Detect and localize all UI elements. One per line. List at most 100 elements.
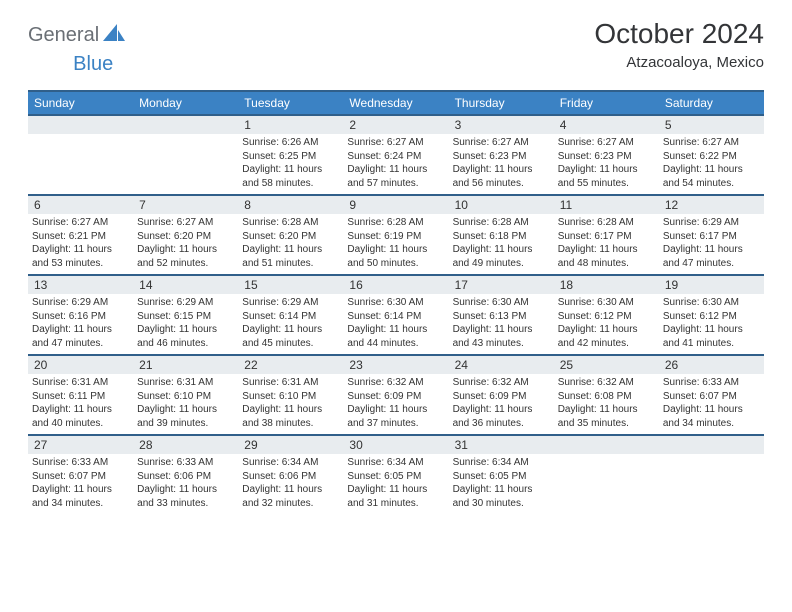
day-number: 5 <box>659 116 764 134</box>
day-cell-23: 23Sunrise: 6:32 AMSunset: 6:09 PMDayligh… <box>343 356 448 434</box>
daylight-text: Daylight: 11 hours and 46 minutes. <box>137 323 234 350</box>
day-number: 17 <box>449 276 554 294</box>
day-body: Sunrise: 6:29 AMSunset: 6:17 PMDaylight:… <box>659 214 764 274</box>
sunrise-text: Sunrise: 6:28 AM <box>558 216 655 230</box>
sunset-text: Sunset: 6:22 PM <box>663 150 760 164</box>
sunrise-text: Sunrise: 6:32 AM <box>558 376 655 390</box>
day-number: 8 <box>238 196 343 214</box>
sunset-text: Sunset: 6:09 PM <box>453 390 550 404</box>
sunrise-text: Sunrise: 6:33 AM <box>663 376 760 390</box>
day-number: 25 <box>554 356 659 374</box>
daylight-text: Daylight: 11 hours and 55 minutes. <box>558 163 655 190</box>
sunrise-text: Sunrise: 6:27 AM <box>453 136 550 150</box>
sunset-text: Sunset: 6:07 PM <box>663 390 760 404</box>
week-row: 1Sunrise: 6:26 AMSunset: 6:25 PMDaylight… <box>28 114 764 194</box>
daylight-text: Daylight: 11 hours and 42 minutes. <box>558 323 655 350</box>
day-cell-26: 26Sunrise: 6:33 AMSunset: 6:07 PMDayligh… <box>659 356 764 434</box>
logo: General <box>28 18 127 47</box>
sunrise-text: Sunrise: 6:32 AM <box>453 376 550 390</box>
day-body: Sunrise: 6:32 AMSunset: 6:09 PMDaylight:… <box>343 374 448 434</box>
day-cell-28: 28Sunrise: 6:33 AMSunset: 6:06 PMDayligh… <box>133 436 238 514</box>
daylight-text: Daylight: 11 hours and 49 minutes. <box>453 243 550 270</box>
daylight-text: Daylight: 11 hours and 32 minutes. <box>242 483 339 510</box>
sunrise-text: Sunrise: 6:27 AM <box>558 136 655 150</box>
daylight-text: Daylight: 11 hours and 47 minutes. <box>663 243 760 270</box>
day-cell-8: 8Sunrise: 6:28 AMSunset: 6:20 PMDaylight… <box>238 196 343 274</box>
day-body: Sunrise: 6:29 AMSunset: 6:14 PMDaylight:… <box>238 294 343 354</box>
weekday-header-row: SundayMondayTuesdayWednesdayThursdayFrid… <box>28 90 764 114</box>
day-number <box>554 436 659 454</box>
day-number: 11 <box>554 196 659 214</box>
day-number: 16 <box>343 276 448 294</box>
weekday-sunday: Sunday <box>28 92 133 114</box>
week-row: 27Sunrise: 6:33 AMSunset: 6:07 PMDayligh… <box>28 434 764 514</box>
daylight-text: Daylight: 11 hours and 36 minutes. <box>453 403 550 430</box>
weekday-thursday: Thursday <box>449 92 554 114</box>
sunset-text: Sunset: 6:08 PM <box>558 390 655 404</box>
day-body: Sunrise: 6:32 AMSunset: 6:08 PMDaylight:… <box>554 374 659 434</box>
day-cell-7: 7Sunrise: 6:27 AMSunset: 6:20 PMDaylight… <box>133 196 238 274</box>
sunrise-text: Sunrise: 6:34 AM <box>242 456 339 470</box>
day-body: Sunrise: 6:28 AMSunset: 6:19 PMDaylight:… <box>343 214 448 274</box>
day-cell-3: 3Sunrise: 6:27 AMSunset: 6:23 PMDaylight… <box>449 116 554 194</box>
day-number: 15 <box>238 276 343 294</box>
sunset-text: Sunset: 6:12 PM <box>558 310 655 324</box>
sunrise-text: Sunrise: 6:32 AM <box>347 376 444 390</box>
daylight-text: Daylight: 11 hours and 56 minutes. <box>453 163 550 190</box>
daylight-text: Daylight: 11 hours and 53 minutes. <box>32 243 129 270</box>
day-body: Sunrise: 6:28 AMSunset: 6:18 PMDaylight:… <box>449 214 554 274</box>
day-body: Sunrise: 6:28 AMSunset: 6:17 PMDaylight:… <box>554 214 659 274</box>
day-number: 9 <box>343 196 448 214</box>
day-number: 14 <box>133 276 238 294</box>
daylight-text: Daylight: 11 hours and 54 minutes. <box>663 163 760 190</box>
location-label: Atzacoaloya, Mexico <box>594 54 764 71</box>
day-body: Sunrise: 6:31 AMSunset: 6:10 PMDaylight:… <box>238 374 343 434</box>
logo-text-general: General <box>28 24 99 47</box>
day-number: 26 <box>659 356 764 374</box>
day-body: Sunrise: 6:33 AMSunset: 6:06 PMDaylight:… <box>133 454 238 514</box>
day-cell-31: 31Sunrise: 6:34 AMSunset: 6:05 PMDayligh… <box>449 436 554 514</box>
day-cell-11: 11Sunrise: 6:28 AMSunset: 6:17 PMDayligh… <box>554 196 659 274</box>
day-body: Sunrise: 6:30 AMSunset: 6:12 PMDaylight:… <box>554 294 659 354</box>
sunset-text: Sunset: 6:14 PM <box>242 310 339 324</box>
sunrise-text: Sunrise: 6:31 AM <box>137 376 234 390</box>
day-cell-9: 9Sunrise: 6:28 AMSunset: 6:19 PMDaylight… <box>343 196 448 274</box>
day-number: 21 <box>133 356 238 374</box>
daylight-text: Daylight: 11 hours and 51 minutes. <box>242 243 339 270</box>
day-body: Sunrise: 6:27 AMSunset: 6:24 PMDaylight:… <box>343 134 448 194</box>
empty-cell <box>133 116 238 194</box>
sunset-text: Sunset: 6:09 PM <box>347 390 444 404</box>
sunset-text: Sunset: 6:18 PM <box>453 230 550 244</box>
sunset-text: Sunset: 6:16 PM <box>32 310 129 324</box>
sunrise-text: Sunrise: 6:27 AM <box>32 216 129 230</box>
day-body: Sunrise: 6:34 AMSunset: 6:05 PMDaylight:… <box>449 454 554 514</box>
day-cell-21: 21Sunrise: 6:31 AMSunset: 6:10 PMDayligh… <box>133 356 238 434</box>
day-number: 19 <box>659 276 764 294</box>
week-row: 20Sunrise: 6:31 AMSunset: 6:11 PMDayligh… <box>28 354 764 434</box>
day-cell-15: 15Sunrise: 6:29 AMSunset: 6:14 PMDayligh… <box>238 276 343 354</box>
day-cell-18: 18Sunrise: 6:30 AMSunset: 6:12 PMDayligh… <box>554 276 659 354</box>
daylight-text: Daylight: 11 hours and 41 minutes. <box>663 323 760 350</box>
daylight-text: Daylight: 11 hours and 35 minutes. <box>558 403 655 430</box>
sunrise-text: Sunrise: 6:30 AM <box>663 296 760 310</box>
day-number: 18 <box>554 276 659 294</box>
day-number <box>28 116 133 134</box>
day-cell-5: 5Sunrise: 6:27 AMSunset: 6:22 PMDaylight… <box>659 116 764 194</box>
sunrise-text: Sunrise: 6:29 AM <box>242 296 339 310</box>
day-cell-19: 19Sunrise: 6:30 AMSunset: 6:12 PMDayligh… <box>659 276 764 354</box>
day-number: 28 <box>133 436 238 454</box>
daylight-text: Daylight: 11 hours and 58 minutes. <box>242 163 339 190</box>
daylight-text: Daylight: 11 hours and 48 minutes. <box>558 243 655 270</box>
sunrise-text: Sunrise: 6:29 AM <box>32 296 129 310</box>
daylight-text: Daylight: 11 hours and 52 minutes. <box>137 243 234 270</box>
day-number: 31 <box>449 436 554 454</box>
sunrise-text: Sunrise: 6:30 AM <box>558 296 655 310</box>
sunset-text: Sunset: 6:20 PM <box>137 230 234 244</box>
sunset-text: Sunset: 6:10 PM <box>242 390 339 404</box>
day-body: Sunrise: 6:30 AMSunset: 6:12 PMDaylight:… <box>659 294 764 354</box>
daylight-text: Daylight: 11 hours and 43 minutes. <box>453 323 550 350</box>
sunrise-text: Sunrise: 6:34 AM <box>453 456 550 470</box>
sunrise-text: Sunrise: 6:29 AM <box>137 296 234 310</box>
day-body: Sunrise: 6:34 AMSunset: 6:05 PMDaylight:… <box>343 454 448 514</box>
daylight-text: Daylight: 11 hours and 40 minutes. <box>32 403 129 430</box>
